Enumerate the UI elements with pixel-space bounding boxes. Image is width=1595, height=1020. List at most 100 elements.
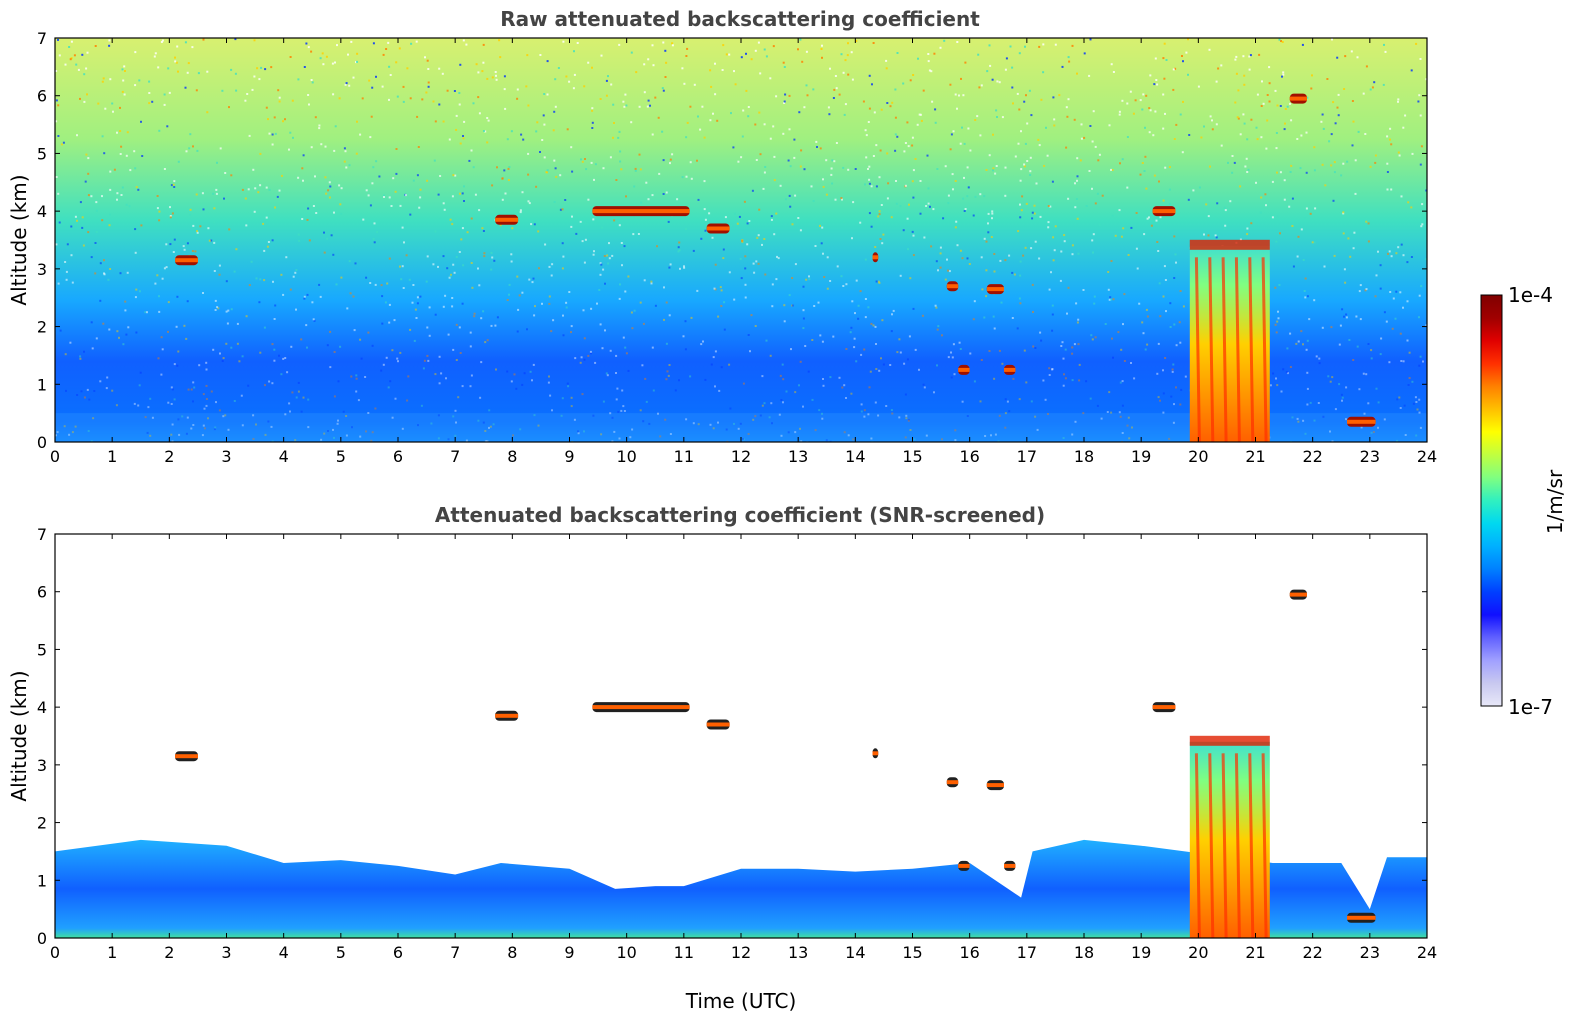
raw-noise-pixel: [548, 295, 551, 298]
raw-noise-pixel: [1278, 38, 1281, 41]
raw-noise-pixel: [1318, 357, 1321, 360]
raw-noise-pixel: [259, 184, 262, 187]
raw-noise-pixel: [741, 239, 744, 242]
raw-noise-pixel: [455, 323, 458, 326]
raw-noise-pixel: [761, 404, 764, 407]
raw-noise-pixel: [1012, 377, 1015, 380]
raw-noise-pixel: [1078, 363, 1081, 366]
raw-noise-pixel: [677, 246, 680, 249]
raw-noise-pixel: [297, 381, 300, 384]
raw-noise-pixel: [1076, 157, 1079, 160]
raw-noise-pixel: [488, 409, 491, 412]
raw-noise-pixel: [1004, 68, 1007, 71]
raw-noise-pixel: [1358, 388, 1361, 391]
raw-noise-pixel: [789, 205, 792, 208]
raw-noise-pixel: [1200, 136, 1203, 139]
raw-noise-pixel: [1004, 426, 1007, 429]
raw-noise-pixel: [1051, 180, 1054, 183]
raw-noise-pixel: [295, 269, 298, 272]
raw-noise-pixel: [1284, 108, 1287, 110]
raw-noise-pixel: [376, 231, 379, 234]
raw-noise-pixel: [1051, 368, 1054, 371]
raw-noise-pixel: [446, 267, 449, 270]
raw-noise-pixel: [912, 169, 915, 172]
raw-noise-pixel: [1399, 332, 1402, 335]
raw-noise-pixel: [744, 255, 747, 258]
raw-noise-pixel: [1001, 362, 1004, 365]
raw-noise-pixel: [573, 418, 576, 421]
raw-noise-pixel: [923, 236, 926, 239]
raw-noise-pixel: [307, 46, 310, 49]
raw-noise-pixel: [804, 345, 807, 347]
raw-noise-pixel: [176, 45, 179, 48]
raw-noise-pixel: [1306, 403, 1309, 406]
raw-noise-pixel: [1023, 165, 1026, 168]
raw-noise-pixel: [434, 230, 437, 233]
raw-noise-pixel: [484, 341, 487, 344]
raw-noise-pixel: [667, 374, 670, 377]
raw-noise-pixel: [248, 284, 251, 287]
raw-noise-pixel: [996, 80, 999, 83]
raw-noise-pixel: [1310, 87, 1313, 90]
raw-noise-pixel: [1053, 118, 1056, 121]
raw-noise-pixel: [891, 313, 893, 316]
raw-noise-pixel: [704, 229, 707, 232]
raw-noise-pixel: [868, 212, 871, 215]
raw-noise-pixel: [782, 401, 784, 404]
raw-noise-pixel: [1303, 290, 1306, 292]
raw-noise-pixel: [320, 143, 323, 146]
raw-noise-pixel: [289, 131, 292, 134]
raw-noise-pixel: [651, 346, 654, 349]
raw-noise-pixel: [554, 78, 557, 81]
raw-noise-pixel: [1139, 173, 1142, 176]
raw-noise-pixel: [919, 212, 922, 215]
raw-noise-pixel: [450, 273, 452, 276]
raw-noise-pixel: [396, 95, 399, 98]
raw-noise-pixel: [857, 304, 860, 307]
raw-noise-pixel: [1067, 56, 1070, 59]
raw-noise-pixel: [1019, 302, 1022, 305]
raw-noise-pixel: [418, 206, 421, 209]
raw-noise-pixel: [241, 424, 244, 427]
raw-noise-pixel: [327, 189, 330, 192]
screened-y-tick-label: 1: [37, 871, 47, 890]
raw-noise-pixel: [874, 401, 877, 404]
raw-noise-pixel: [525, 85, 528, 88]
raw-noise-pixel: [235, 89, 238, 92]
raw-noise-pixel: [64, 63, 67, 66]
raw-noise-pixel: [1355, 315, 1358, 318]
raw-noise-pixel: [1324, 184, 1327, 187]
raw-panel-title: Raw attenuated backscattering coefficien…: [500, 7, 980, 31]
raw-noise-pixel: [1040, 339, 1043, 342]
raw-noise-pixel: [517, 308, 520, 311]
raw-noise-pixel: [853, 346, 856, 349]
raw-noise-pixel: [1261, 80, 1263, 83]
raw-noise-pixel: [720, 289, 723, 292]
raw-noise-pixel: [186, 416, 189, 419]
raw-noise-pixel: [1061, 65, 1064, 68]
raw-noise-pixel: [291, 391, 294, 394]
raw-noise-pixel: [989, 64, 992, 67]
raw-noise-pixel: [819, 334, 822, 337]
raw-noise-pixel: [806, 94, 809, 97]
screened-x-tick-label: 0: [50, 943, 60, 962]
raw-noise-pixel: [295, 396, 298, 399]
raw-noise-pixel: [470, 374, 473, 377]
raw-noise-pixel: [419, 196, 422, 199]
raw-noise-pixel: [581, 393, 584, 396]
raw-noise-pixel: [1390, 143, 1393, 146]
raw-noise-pixel: [329, 366, 332, 369]
raw-noise-pixel: [1059, 279, 1062, 282]
raw-noise-pixel: [1155, 219, 1158, 222]
raw-noise-pixel: [177, 160, 180, 163]
raw-noise-pixel: [1089, 125, 1092, 127]
raw-noise-pixel: [344, 150, 347, 153]
raw-noise-pixel: [495, 74, 497, 77]
raw-noise-pixel: [1119, 162, 1121, 165]
raw-noise-pixel: [1175, 386, 1177, 389]
raw-noise-pixel: [1096, 404, 1099, 407]
raw-noise-pixel: [960, 77, 962, 80]
raw-noise-pixel: [773, 233, 776, 236]
raw-noise-pixel: [438, 382, 441, 385]
raw-noise-pixel: [189, 208, 192, 211]
